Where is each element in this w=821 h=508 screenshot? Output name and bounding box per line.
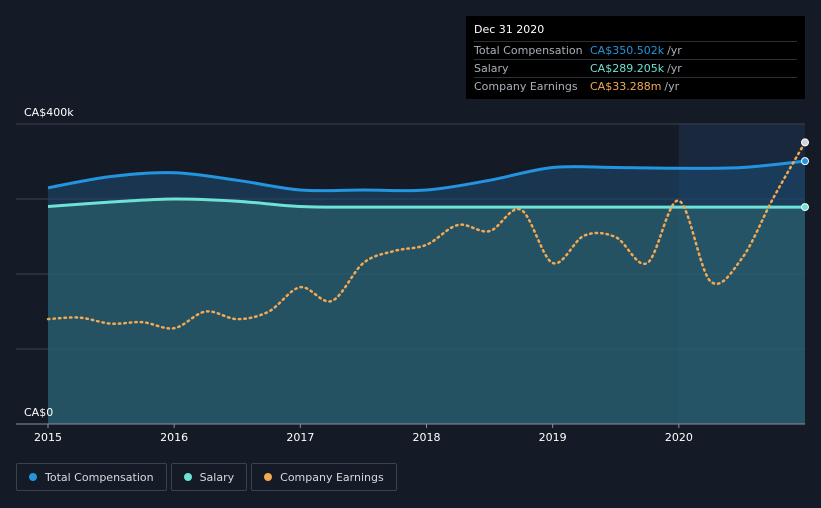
total-compensation-dot-icon bbox=[29, 473, 37, 481]
legend-label: Company Earnings bbox=[280, 470, 384, 484]
total-compensation-line bbox=[47, 159, 806, 193]
data-tooltip: Dec 31 2020 Total Compensation CA$350.50… bbox=[466, 16, 805, 99]
legend-item-total-compensation[interactable]: Total Compensation bbox=[16, 463, 167, 491]
salary-line bbox=[47, 197, 805, 209]
legend-label: Salary bbox=[199, 470, 235, 484]
tooltip-value: CA$350.502k bbox=[590, 44, 665, 57]
company-earnings-dot-icon bbox=[264, 473, 273, 481]
salary-dot-icon bbox=[183, 473, 192, 481]
total-compensation-endpoint bbox=[801, 157, 809, 166]
x-tick-label: 2020 bbox=[665, 431, 693, 444]
x-tick-label: 2019 bbox=[539, 431, 567, 444]
x-tick-label: 2015 bbox=[34, 431, 62, 444]
salary-area bbox=[48, 198, 805, 424]
tooltip-unit: /yr bbox=[664, 80, 680, 93]
tooltip-label: Salary bbox=[474, 62, 509, 75]
tooltip-unit: /yr bbox=[667, 44, 682, 57]
legend-label: Total Compensation bbox=[45, 470, 154, 484]
tooltip-label: Company Earnings bbox=[474, 80, 578, 93]
company-earnings-line bbox=[46, 141, 807, 330]
tooltip-unit: /yr bbox=[667, 62, 682, 75]
y-axis-min-label: CA$0 bbox=[24, 406, 53, 419]
series-endpoints bbox=[801, 138, 809, 212]
legend-item-salary[interactable]: Salary bbox=[170, 463, 248, 491]
x-tick-label: 2017 bbox=[286, 431, 314, 444]
x-axis-ticks: 2015 2016 2017 2018 2019 2020 bbox=[34, 424, 693, 444]
tooltip-row-total: Total Compensation CA$350.502k /yr bbox=[474, 41, 797, 59]
tooltip-label: Total Compensation bbox=[474, 44, 583, 57]
legend-item-company-earnings[interactable]: Company Earnings bbox=[251, 463, 397, 491]
x-tick-label: 2018 bbox=[413, 431, 441, 444]
y-axis-max-label: CA$400k bbox=[24, 106, 74, 119]
tooltip-date: Dec 31 2020 bbox=[474, 23, 545, 36]
tooltip-row-salary: Salary CA$289.205k /yr bbox=[474, 59, 797, 77]
tooltip-value: CA$289.205k bbox=[590, 62, 665, 75]
company-earnings-endpoint bbox=[801, 138, 809, 147]
chart-legend: Total Compensation Salary Company Earnin… bbox=[16, 463, 397, 491]
tooltip-value: CA$33.288m bbox=[590, 80, 662, 93]
salary-endpoint bbox=[801, 203, 809, 212]
x-tick-label: 2016 bbox=[160, 431, 188, 444]
tooltip-row-earnings: Company Earnings CA$33.288m /yr bbox=[474, 77, 797, 95]
